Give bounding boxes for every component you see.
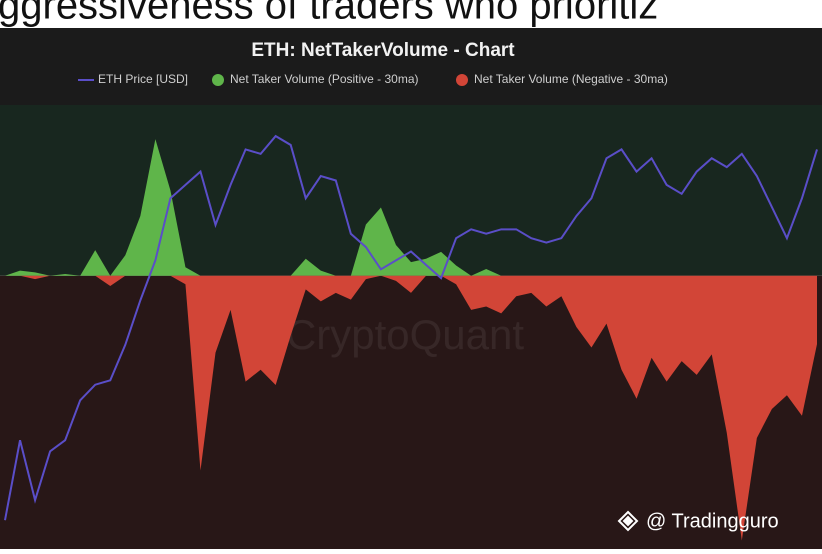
watermark: CryptoQuant bbox=[286, 311, 524, 358]
legend-marker bbox=[212, 74, 224, 86]
top-strip bbox=[0, 0, 822, 28]
credit: @ Tradingguro bbox=[617, 510, 779, 532]
area bbox=[5, 275, 817, 541]
logo bbox=[617, 510, 639, 532]
plot: CryptoQuant bbox=[0, 105, 822, 549]
chart-title: ETH: NetTakerVolume - Chart bbox=[251, 40, 515, 61]
legend-marker bbox=[456, 74, 468, 86]
legend: ETH Price [USD] Net Taker Volume (Positiv… bbox=[78, 72, 668, 86]
upper-background bbox=[0, 105, 822, 276]
price-line bbox=[4, 134, 818, 521]
legend-label: Net Taker Volume (Negative - 30ma) bbox=[474, 72, 668, 86]
legend-label: Net Taker Volume (Positive - 30ma) bbox=[230, 72, 419, 86]
header bbox=[0, 28, 822, 105]
legend-label: ETH Price [USD] bbox=[98, 72, 188, 86]
caption: ggressiveness of traders who prioritiz bbox=[0, 0, 658, 28]
credit-text: @ Tradingguro bbox=[646, 510, 779, 532]
